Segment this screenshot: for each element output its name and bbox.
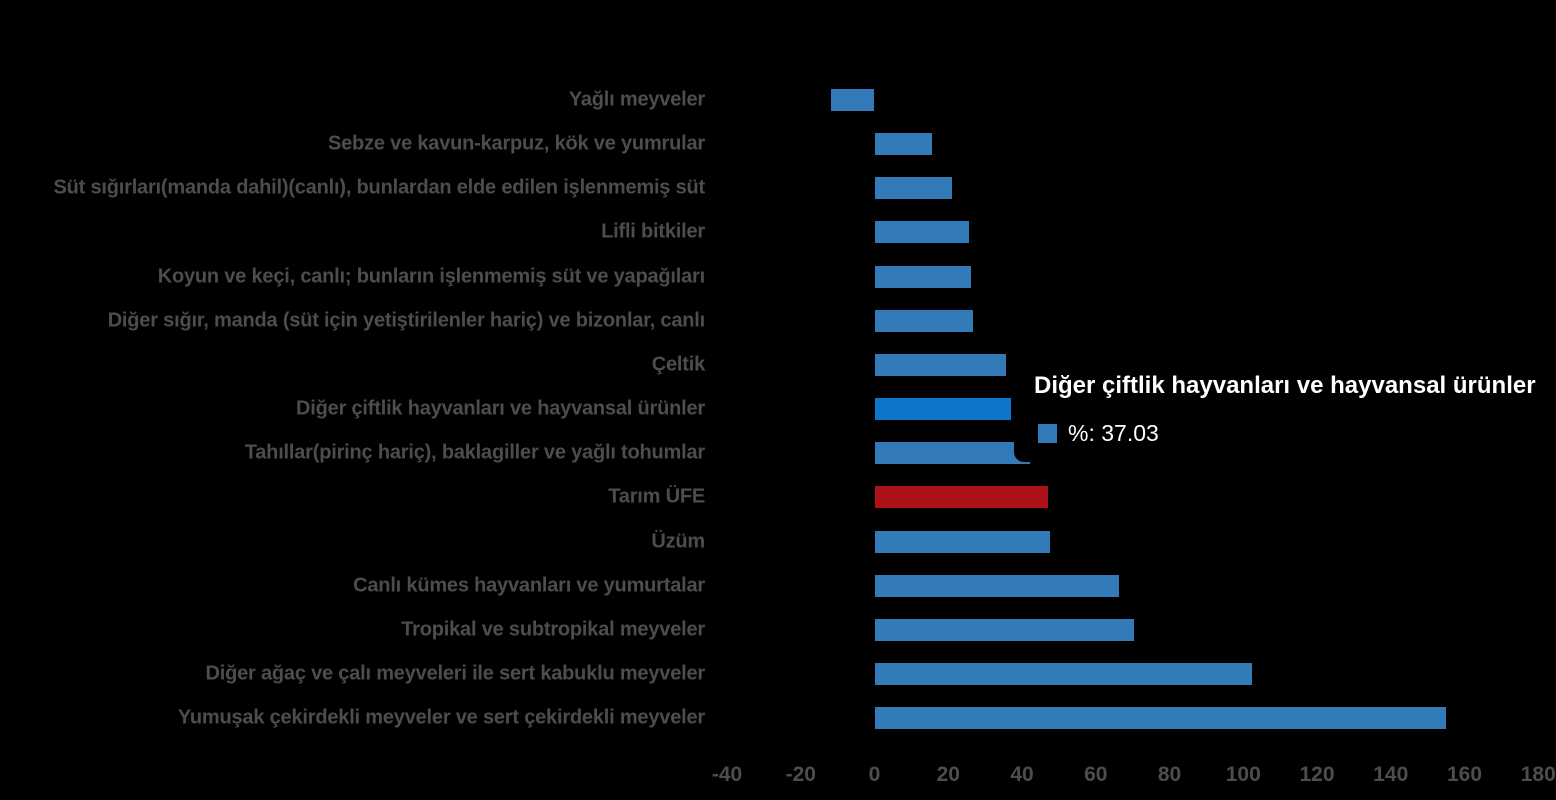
x-axis-tick-label: 160 [1446, 763, 1483, 786]
bar[interactable] [874, 618, 1135, 641]
bar[interactable] [874, 663, 1253, 686]
bar[interactable] [874, 221, 969, 244]
tooltip-title: Diğer çiftlik hayvanları ve hayvansal ür… [1034, 372, 1536, 399]
category-label: Süt sığırları(manda dahil)(canlı), bunla… [53, 176, 705, 199]
tooltip-series-row: %: 37.03 [1038, 420, 1159, 447]
bar[interactable] [874, 133, 933, 156]
category-label: Tropikal ve subtropikal meyveler [401, 618, 705, 641]
bar[interactable] [874, 486, 1048, 509]
category-label: Tahıllar(pirinç hariç), baklagiller ve y… [244, 441, 705, 464]
bar[interactable] [874, 574, 1119, 597]
x-axis-tick-label: 180 [1520, 763, 1556, 786]
category-label: Lifli bitkiler [601, 220, 705, 243]
x-axis-tick-label: 20 [936, 763, 960, 786]
tooltip-value: %: 37.03 [1068, 420, 1159, 446]
tooltip: Diğer çiftlik hayvanları ve hayvansal ür… [1014, 365, 1552, 462]
category-label: Diğer ağaç ve çalı meyveleri ile sert ka… [205, 662, 705, 685]
x-axis-tick-label: 140 [1373, 763, 1409, 786]
bar[interactable] [874, 309, 974, 332]
x-axis-tick-label: -40 [711, 763, 743, 786]
bar[interactable] [874, 265, 972, 288]
x-axis-tick-label: 100 [1225, 763, 1261, 786]
x-axis-tick-label: -20 [785, 763, 816, 786]
bar[interactable] [874, 707, 1447, 730]
bar[interactable] [874, 530, 1051, 553]
category-label: Yumuşak çekirdekli meyveler ve sert çeki… [177, 706, 705, 729]
category-label: Koyun ve keçi, canlı; bunların işlenmemi… [157, 265, 705, 288]
x-axis-tick-label: 60 [1084, 763, 1108, 786]
category-label: Çeltik [651, 353, 705, 376]
series-swatch-icon [1038, 424, 1057, 443]
bar[interactable] [874, 442, 1031, 465]
x-axis-tick-label: 40 [1010, 763, 1034, 786]
category-label: Yağlı meyveler [568, 88, 705, 111]
x-axis-tick-label: 120 [1299, 763, 1335, 786]
x-axis-tick-label: 0 [868, 763, 881, 786]
bar[interactable] [830, 89, 875, 111]
category-label: Tarım ÜFE [608, 485, 705, 508]
category-label: Diğer çiftlik hayvanları ve hayvansal ür… [296, 397, 705, 420]
bar[interactable] [874, 353, 1007, 376]
x-axis-tick-label: 80 [1157, 763, 1182, 786]
category-label: Diğer sığır, manda (süt için yetiştirile… [107, 309, 706, 332]
category-label: Sebze ve kavun-karpuz, kök ve yumrular [327, 132, 705, 155]
bar[interactable] [874, 177, 952, 200]
category-label: Canlı kümes hayvanları ve yumurtalar [353, 574, 705, 597]
bar[interactable] [874, 398, 1012, 421]
category-label: Üzüm [651, 530, 705, 553]
